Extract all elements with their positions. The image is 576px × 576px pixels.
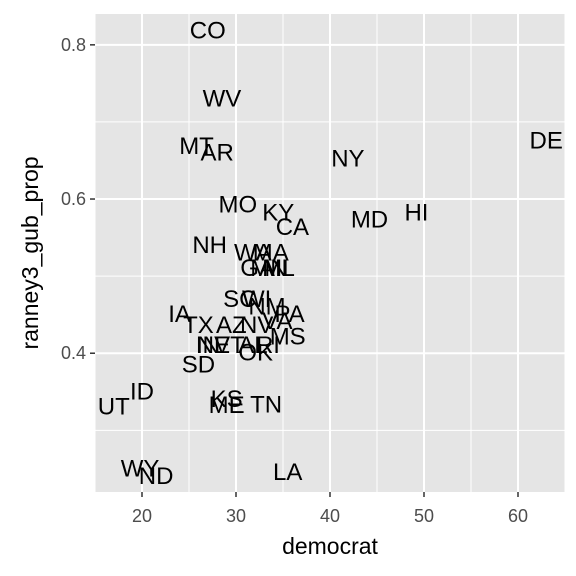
point-label-al: AL — [238, 332, 267, 359]
x-tick-label: 30 — [226, 506, 246, 526]
x-tick-label: 50 — [414, 506, 434, 526]
x-axis-title: democrat — [282, 533, 378, 559]
point-label-ri: RI — [256, 332, 280, 359]
point-label-id: ID — [130, 378, 154, 405]
x-axis-ticks: 20 30 40 50 60 — [132, 492, 528, 526]
point-label-ok: OK — [238, 340, 273, 367]
y-axis-ticks: 0.4 0.6 0.8 — [61, 35, 95, 363]
point-label-mi: MI — [262, 255, 289, 282]
point-label-sd: SD — [182, 351, 215, 378]
point-label-il: IL — [275, 255, 295, 282]
point-label-ma: MA — [253, 240, 289, 267]
point-label-wv: WV — [203, 85, 242, 112]
point-label-tn: TN — [250, 391, 282, 418]
point-label-ga: GA — [240, 255, 275, 282]
point-label-tx: TX — [183, 312, 214, 339]
point-label-va: VA — [262, 308, 292, 335]
point-label-wa: WA — [234, 240, 272, 267]
point-label-ia: IA — [168, 301, 191, 328]
point-label-la: LA — [273, 459, 302, 486]
point-label-pa: PA — [274, 301, 304, 328]
point-label-nd: ND — [139, 463, 174, 490]
point-label-ny: NY — [331, 145, 364, 172]
point-label-co: CO — [190, 17, 226, 44]
point-label-me: ME — [209, 392, 245, 419]
point-label-mt: MT — [179, 133, 214, 160]
point-label-wy: WY — [121, 455, 160, 482]
point-label-ks: KS — [211, 386, 243, 413]
point-label-ms: MS — [270, 324, 306, 351]
point-label-ne: NE — [197, 332, 230, 359]
y-tick-label: 0.6 — [61, 189, 86, 209]
y-axis-title: ranney3_gub_prop — [17, 156, 43, 349]
point-label-mo: MO — [219, 192, 258, 219]
point-label-nm: NM — [248, 293, 285, 320]
x-tick-label: 60 — [508, 506, 528, 526]
grid-minor — [94, 14, 566, 492]
y-tick-label: 0.4 — [61, 343, 86, 363]
point-label-ar: AR — [201, 139, 234, 166]
point-label-ky: KY — [262, 199, 294, 226]
x-tick-label: 20 — [132, 506, 152, 526]
point-label-md: MD — [351, 206, 388, 233]
y-tick-label: 0.8 — [61, 35, 86, 55]
point-label-hi: HI — [404, 199, 428, 226]
point-label-de: DE — [530, 128, 563, 155]
point-label-in: IN — [196, 332, 220, 359]
grid-major — [95, 14, 565, 492]
point-label-vt: VT — [214, 332, 245, 359]
point-label-wi: WI — [242, 286, 271, 313]
point-label-sc: SC — [223, 286, 256, 313]
x-tick-label: 40 — [320, 506, 340, 526]
point-label-az: AZ — [216, 312, 247, 339]
point-label-nv: NV — [240, 312, 273, 339]
point-label-ca: CA — [276, 214, 309, 241]
point-label-ut: UT — [98, 394, 130, 421]
point-label-nh: NH — [192, 232, 227, 259]
point-label-mn: MN — [250, 255, 287, 282]
